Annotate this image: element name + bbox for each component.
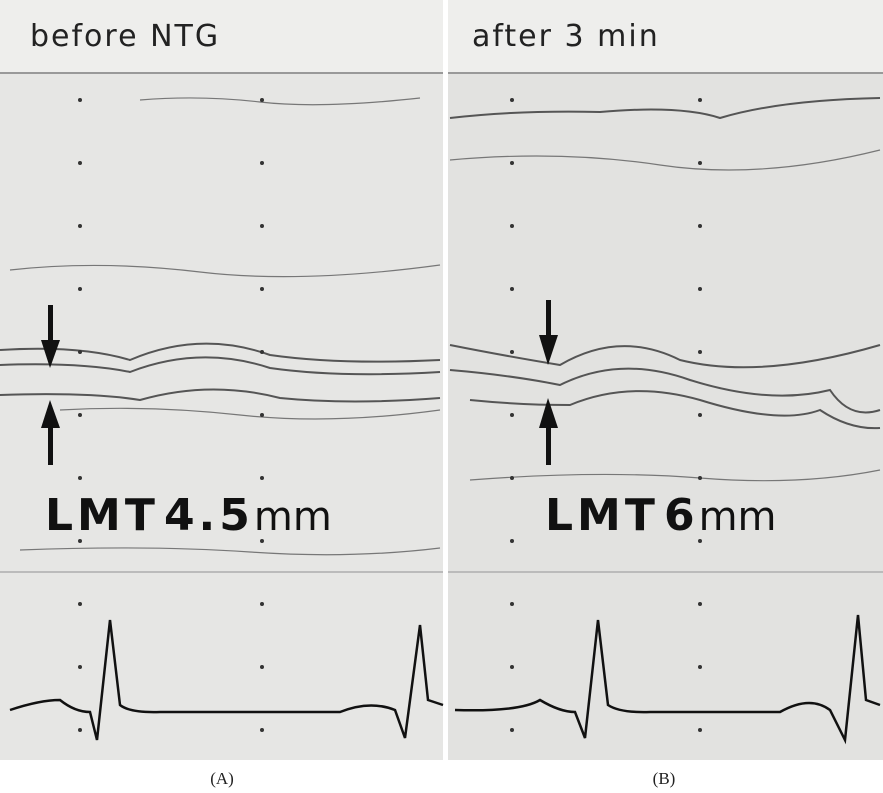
echo-line: [0, 388, 441, 403]
arrows: [539, 300, 558, 465]
depth-marker: [510, 665, 514, 669]
depth-marker: [698, 602, 702, 606]
depth-marker: [698, 476, 702, 480]
measure-unit: mm: [254, 494, 332, 540]
depth-marker: [510, 728, 514, 732]
measure-label: LMT: [45, 490, 159, 541]
ecg-trace: [454, 614, 881, 745]
depth-marker: [698, 539, 702, 543]
echo-line: [449, 97, 881, 120]
depth-marker: [510, 224, 514, 228]
depth-marker: [510, 539, 514, 543]
caption: (A): [210, 769, 234, 788]
depth-marker: [260, 287, 264, 291]
measure-value: 4.5: [164, 490, 254, 541]
echo-line: [139, 97, 421, 106]
depth-marker: [260, 224, 264, 228]
panel-b: after 3 min LMT 6mm: [448, 0, 883, 760]
depth-marker: [510, 413, 514, 417]
grid-dots: [78, 98, 702, 732]
depth-marker: [78, 476, 82, 480]
depth-marker: [698, 98, 702, 102]
panel-background: [0, 0, 443, 760]
echo-line: [59, 407, 441, 420]
measure-unit: mm: [699, 494, 777, 540]
echo-line: [0, 356, 441, 376]
panel-heading: after 3 min: [472, 19, 660, 54]
depth-marker: [78, 350, 82, 354]
arrow: [48, 305, 53, 350]
panel-heading: before NTG: [30, 19, 220, 54]
panel-background: [448, 0, 883, 760]
depth-marker: [78, 602, 82, 606]
depth-marker: [510, 350, 514, 354]
depth-marker: [698, 224, 702, 228]
depth-marker: [78, 413, 82, 417]
depth-marker: [78, 728, 82, 732]
echo-line: [19, 547, 441, 556]
depth-marker: [78, 665, 82, 669]
depth-marker: [510, 287, 514, 291]
depth-marker: [510, 98, 514, 102]
depth-marker: [260, 728, 264, 732]
depth-marker: [78, 161, 82, 165]
echo-line: [9, 264, 441, 278]
echo-line: [0, 342, 441, 363]
arrow: [539, 335, 558, 365]
panel-a: before NTG LMT 4.5mm: [0, 0, 444, 760]
depth-marker: [260, 476, 264, 480]
header-strip: [0, 0, 443, 72]
measure-label: LMT: [545, 490, 659, 541]
depth-marker: [698, 665, 702, 669]
arrow: [539, 398, 558, 428]
depth-marker: [260, 350, 264, 354]
echo-line: [449, 149, 881, 171]
depth-marker: [510, 161, 514, 165]
depth-marker: [78, 224, 82, 228]
arrow: [41, 400, 60, 428]
depth-marker: [260, 161, 264, 165]
depth-marker: [510, 602, 514, 606]
depth-marker: [260, 539, 264, 543]
depth-marker: [78, 287, 82, 291]
arrow: [546, 420, 551, 465]
echo-line: [449, 367, 881, 414]
depth-marker: [510, 476, 514, 480]
arrow: [48, 420, 53, 465]
measure-value: 6: [664, 490, 699, 541]
arrows: [41, 305, 60, 465]
depth-marker: [698, 728, 702, 732]
depth-marker: [698, 350, 702, 354]
caption: (B): [653, 769, 676, 788]
arrow: [41, 340, 60, 368]
measurement: LMT 6mm: [545, 490, 777, 541]
echo-line: [469, 390, 881, 430]
depth-marker: [698, 161, 702, 165]
measurement: LMT 4.5mm: [45, 490, 332, 541]
depth-marker: [260, 98, 264, 102]
header-strip: [448, 0, 883, 72]
depth-marker: [78, 98, 82, 102]
ecg-trace: [9, 619, 444, 741]
depth-marker: [260, 665, 264, 669]
depth-marker: [260, 602, 264, 606]
depth-marker: [698, 287, 702, 291]
depth-marker: [78, 539, 82, 543]
depth-marker: [698, 413, 702, 417]
echo-line: [449, 344, 881, 369]
depth-marker: [260, 413, 264, 417]
arrow: [546, 300, 551, 345]
